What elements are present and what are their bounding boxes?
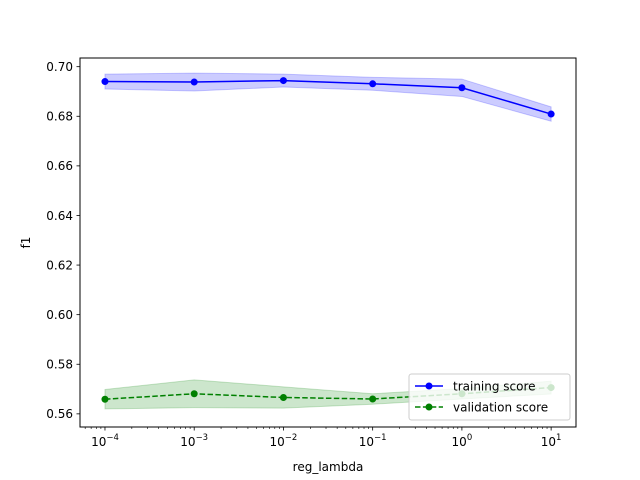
y-tick-label: 0.66	[46, 159, 73, 173]
validation-score-point	[190, 390, 198, 398]
training-score-point	[190, 78, 198, 86]
validation-score-point	[369, 395, 377, 403]
axes-ticks: 0.56 0.58 0.60 0.62 0.64 0.66 0.68 0.70 10−4 10−3…	[46, 60, 561, 449]
y-tick-label: 0.64	[46, 209, 73, 223]
y-tick-label: 0.60	[46, 308, 73, 322]
validation-score-point	[101, 395, 109, 403]
x-tick-label: 101	[541, 433, 562, 449]
legend-validation-score-marker	[425, 403, 433, 411]
training-score-point	[547, 110, 555, 118]
x-tick-label: 10−4	[91, 433, 119, 449]
training-score-band	[104, 72, 552, 122]
plot-area	[101, 72, 555, 410]
x-tick-label: 100	[452, 433, 473, 449]
x-axis-label: reg_lambda	[293, 460, 364, 474]
training-score-point	[279, 77, 287, 85]
y-tick-label: 0.56	[46, 407, 73, 421]
y-axis-label: f1	[19, 237, 33, 249]
y-tick-label: 0.70	[46, 60, 73, 74]
legend-box	[408, 373, 571, 421]
y-tick-label: 0.68	[46, 110, 73, 124]
legend-training-score-label: training score	[453, 379, 536, 393]
legend: training score validation score	[408, 373, 571, 421]
training-score-point	[369, 80, 377, 88]
x-tick-label: 10−2	[270, 433, 298, 449]
x-tick-label: 10−3	[180, 433, 208, 449]
legend-training-score-marker	[425, 382, 433, 390]
training-score-point	[101, 78, 109, 86]
training-score-point	[458, 84, 466, 92]
y-tick-label: 0.58	[46, 358, 73, 372]
axes-frame	[79, 57, 577, 428]
validation-score-point	[279, 393, 287, 401]
y-tick-label: 0.62	[46, 258, 73, 272]
training-score-line	[104, 79, 552, 115]
x-tick-label: 10−1	[359, 433, 387, 449]
legend-validation-score-label: validation score	[453, 400, 548, 414]
